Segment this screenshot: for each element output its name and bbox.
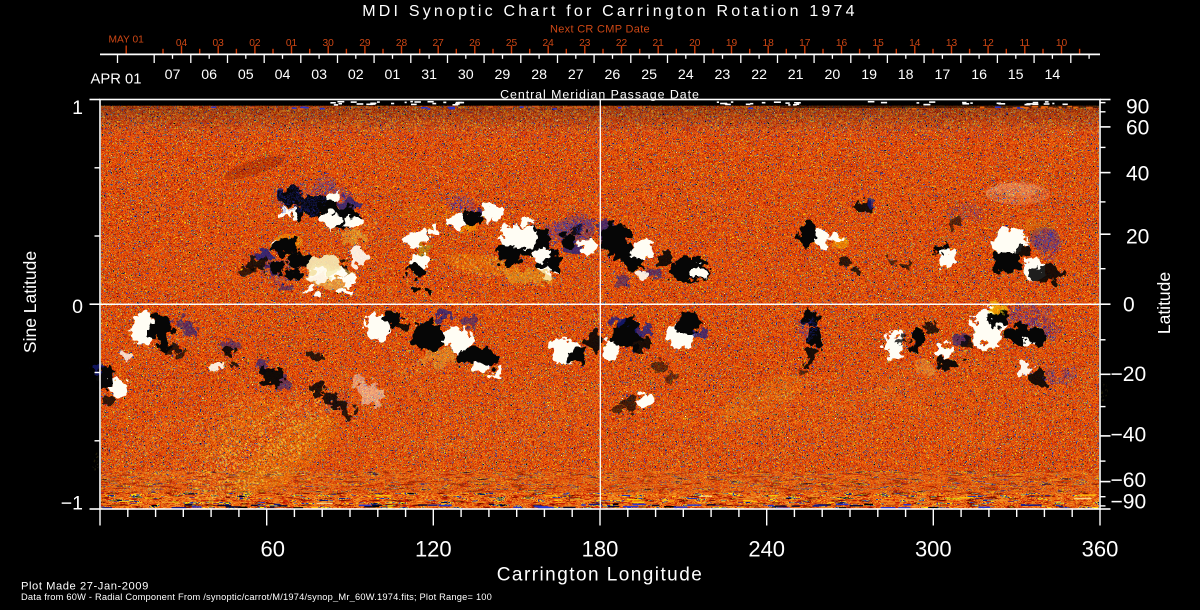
svg-text:03: 03 <box>213 38 225 49</box>
svg-text:60: 60 <box>260 537 284 562</box>
svg-text:240: 240 <box>748 537 785 562</box>
svg-text:−90: −90 <box>1111 491 1147 514</box>
svg-text:03: 03 <box>311 67 327 83</box>
svg-text:18: 18 <box>763 38 775 49</box>
svg-text:30: 30 <box>458 67 474 83</box>
svg-text:23: 23 <box>715 67 731 83</box>
svg-text:40: 40 <box>1126 163 1149 186</box>
svg-text:27: 27 <box>568 67 584 83</box>
svg-text:26: 26 <box>469 38 481 49</box>
svg-text:07: 07 <box>165 67 181 83</box>
svg-text:26: 26 <box>605 67 621 83</box>
svg-text:20: 20 <box>825 67 841 83</box>
svg-text:15: 15 <box>1008 67 1024 83</box>
svg-text:0: 0 <box>1123 294 1135 317</box>
svg-text:360: 360 <box>1082 537 1119 562</box>
svg-text:28: 28 <box>531 67 547 83</box>
svg-text:21: 21 <box>788 67 804 83</box>
svg-text:19: 19 <box>861 67 877 83</box>
svg-text:180: 180 <box>582 537 619 562</box>
svg-text:90: 90 <box>1126 96 1149 119</box>
svg-text:−40: −40 <box>1111 424 1147 447</box>
svg-text:17: 17 <box>799 38 811 49</box>
svg-text:31: 31 <box>421 67 437 83</box>
svg-text:06: 06 <box>201 67 217 83</box>
svg-text:04: 04 <box>275 67 291 83</box>
svg-text:12: 12 <box>982 38 994 49</box>
svg-text:01: 01 <box>286 38 298 49</box>
svg-text:Next CR CMP Date: Next CR CMP Date <box>550 24 650 36</box>
svg-text:19: 19 <box>726 38 738 49</box>
svg-text:16: 16 <box>971 67 987 83</box>
svg-text:16: 16 <box>836 38 848 49</box>
svg-text:−20: −20 <box>1111 363 1147 386</box>
svg-text:APR 01: APR 01 <box>91 72 142 88</box>
svg-text:24: 24 <box>543 38 555 49</box>
svg-text:20: 20 <box>1126 226 1149 249</box>
svg-text:1: 1 <box>72 97 83 119</box>
svg-text:−60: −60 <box>1111 469 1147 492</box>
svg-text:Sine Latitude: Sine Latitude <box>20 251 40 353</box>
svg-text:01: 01 <box>385 67 401 83</box>
svg-text:MAY 01: MAY 01 <box>109 35 145 46</box>
svg-text:14: 14 <box>909 38 921 49</box>
svg-text:13: 13 <box>946 38 958 49</box>
svg-text:Plot Made 27-Jan-2009: Plot Made 27-Jan-2009 <box>21 581 149 593</box>
svg-text:Central Meridian Passage Date: Central Meridian Passage Date <box>500 88 700 102</box>
svg-text:30: 30 <box>323 38 335 49</box>
svg-text:29: 29 <box>359 38 371 49</box>
svg-text:11: 11 <box>1020 38 1031 49</box>
svg-text:Carrington Longitude: Carrington Longitude <box>497 565 703 586</box>
svg-text:22: 22 <box>751 67 767 83</box>
svg-text:24: 24 <box>678 67 694 83</box>
svg-text:28: 28 <box>396 38 408 49</box>
svg-text:14: 14 <box>1045 67 1061 83</box>
svg-text:18: 18 <box>898 67 914 83</box>
svg-text:MDI Synoptic Chart for Carring: MDI Synoptic Chart for Carrington Rotati… <box>362 3 857 20</box>
svg-text:10: 10 <box>1056 38 1068 49</box>
svg-text:23: 23 <box>579 38 591 49</box>
svg-text:20: 20 <box>689 38 701 49</box>
svg-text:−1: −1 <box>61 493 83 515</box>
svg-text:25: 25 <box>506 38 518 49</box>
svg-text:300: 300 <box>915 537 952 562</box>
svg-text:22: 22 <box>616 38 628 49</box>
svg-text:15: 15 <box>872 38 884 49</box>
svg-text:17: 17 <box>935 67 951 83</box>
svg-text:05: 05 <box>238 67 254 83</box>
svg-text:02: 02 <box>249 38 261 49</box>
svg-text:21: 21 <box>653 38 665 49</box>
svg-text:60: 60 <box>1126 117 1149 140</box>
svg-text:25: 25 <box>641 67 657 83</box>
svg-text:0: 0 <box>72 296 83 318</box>
svg-text:29: 29 <box>495 67 511 83</box>
svg-text:02: 02 <box>348 67 364 83</box>
svg-text:120: 120 <box>415 537 452 562</box>
svg-text:Latitude: Latitude <box>1154 272 1174 334</box>
svg-text:04: 04 <box>176 38 188 49</box>
svg-text:Data from 60W - Radial Compone: Data from 60W - Radial Component From /s… <box>21 592 492 602</box>
svg-text:27: 27 <box>433 38 445 49</box>
